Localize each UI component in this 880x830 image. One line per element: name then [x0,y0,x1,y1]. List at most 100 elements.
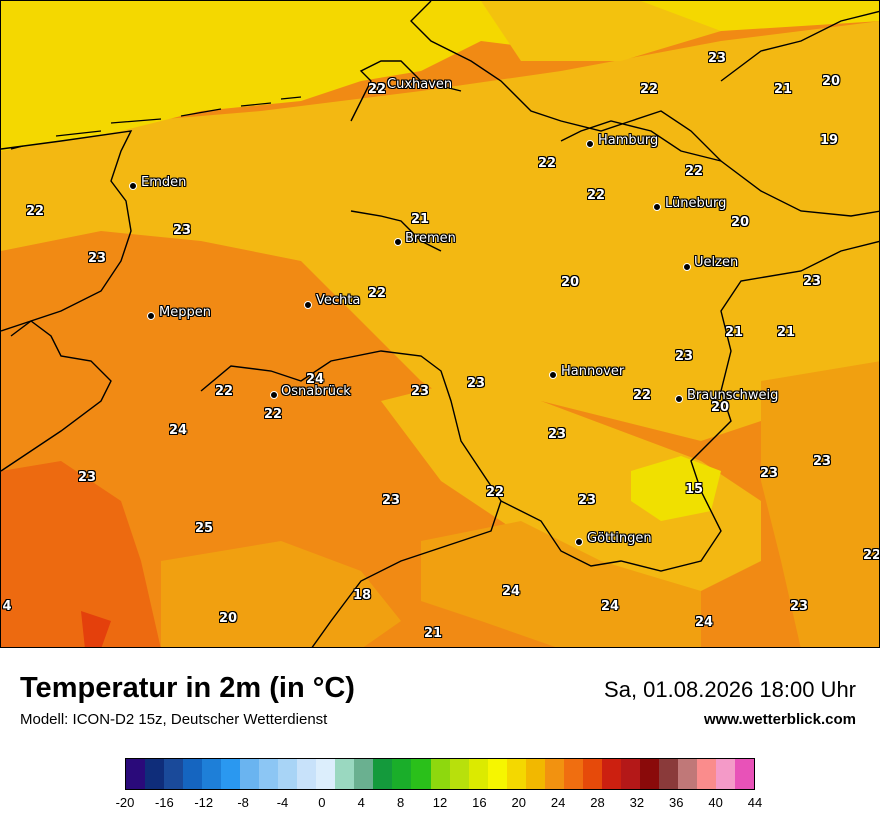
color-scale-tick-label: 12 [433,795,447,810]
color-scale-segment [392,759,411,789]
color-scale-tick-label: -4 [277,795,289,810]
color-scale-tick-label: 32 [630,795,644,810]
color-scale-segment [678,759,697,789]
temp-value: 22 [368,83,386,97]
color-scale-segment [335,759,354,789]
color-scale-segment [278,759,297,789]
color-scale-tick-label: 24 [551,795,565,810]
temp-value: 22 [863,549,880,563]
color-scale-tick-label: -20 [116,795,135,810]
color-scale-tick-label: 4 [358,795,365,810]
color-scale-segment [583,759,602,789]
color-scale-segment [164,759,183,789]
temp-value: 15 [685,483,703,497]
temp-value: 24 [601,600,619,614]
color-scale-tick-label: 8 [397,795,404,810]
temp-value: 22 [486,486,504,500]
color-scale-segment [735,759,754,789]
city-label-osnabrueck: Osnabrück [281,385,351,399]
city-dot-braunschweig [675,395,683,403]
city-label-meppen: Meppen [159,306,211,320]
color-scale-tick-label: 0 [318,795,325,810]
color-scale-segment [659,759,678,789]
color-scale-segment [373,759,392,789]
temp-value: 21 [774,83,792,97]
model-info: Modell: ICON-D2 15z, Deutscher Wetterdie… [20,711,327,728]
city-dot-goettingen [575,538,583,546]
temp-value: 22 [264,408,282,422]
color-scale-segment [621,759,640,789]
color-scale-segment [507,759,526,789]
color-scale-segment [697,759,716,789]
color-scale-segment [526,759,545,789]
city-dot-bremen [394,238,402,246]
color-scale-segment [126,759,145,789]
forecast-datetime: Sa, 01.08.2026 18:00 Uhr [604,677,856,703]
temp-value: 23 [382,494,400,508]
temp-value: 23 [411,385,429,399]
color-scale-tick-label: 20 [512,795,526,810]
temp-value: 21 [411,213,429,227]
temp-value: 21 [424,627,442,641]
temp-value: 20 [822,75,840,89]
temp-value: 23 [78,471,96,485]
temp-value: 23 [790,600,808,614]
city-label-bremen: Bremen [405,232,456,246]
map-canvas [1,1,880,648]
temp-value: 22 [26,205,44,219]
color-scale-segment [640,759,659,789]
color-scale-segment [716,759,735,789]
color-scale-segment [221,759,240,789]
source-link[interactable]: www.wetterblick.com [704,711,856,728]
color-scale-tick-label: -16 [155,795,174,810]
temp-value: 22 [685,165,703,179]
color-scale-segment [431,759,450,789]
color-scale-segment [354,759,373,789]
color-scale-tick-label: 16 [472,795,486,810]
temp-value: 24 [306,373,324,387]
temp-value: 21 [725,326,743,340]
color-scale-tick-label: -8 [237,795,249,810]
temp-value: 22 [368,287,386,301]
city-label-emden: Emden [141,176,186,190]
city-dot-hannover [549,371,557,379]
color-scale-segment [564,759,583,789]
city-label-goettingen: Göttingen [587,532,652,546]
city-dot-hamburg [586,140,594,148]
temp-value: 23 [708,52,726,66]
temp-value: 22 [215,385,233,399]
color-scale-segment [145,759,164,789]
city-label-hannover: Hannover [561,365,624,379]
color-scale-tick-label: -12 [194,795,213,810]
color-scale-segment [602,759,621,789]
color-scale-segment [488,759,507,789]
temp-value: 23 [760,467,778,481]
temp-value: 20 [219,612,237,626]
color-scale-segment [183,759,202,789]
color-scale-ticks: -20 -16 -12 -8 -4 0 4 8 12 16 20 24 28 32 36 40 44 [125,795,755,813]
color-scale-tick-label: 36 [669,795,683,810]
temp-value: 24 [502,585,520,599]
color-scale-segment [316,759,335,789]
city-dot-vechta [304,301,312,309]
temp-value: 18 [353,589,371,603]
color-scale-segment [202,759,221,789]
temp-value: 25 [195,522,213,536]
city-dot-emden [129,182,137,190]
temp-value: 23 [88,252,106,266]
temperature-map: Cuxhaven Hamburg Emden Lüneburg Bremen U… [0,0,880,648]
temp-value: 22 [538,157,556,171]
temp-value: 19 [820,134,838,148]
temp-value: 22 [587,189,605,203]
color-scale-tick-label: 44 [748,795,762,810]
city-dot-lueneburg [653,203,661,211]
city-label-hamburg: Hamburg [598,134,658,148]
city-dot-uelzen [683,263,691,271]
temp-value: 22 [640,83,658,97]
city-label-cuxhaven: Cuxhaven [387,78,452,92]
color-scale-segment [545,759,564,789]
color-scale-segment [450,759,469,789]
color-scale-tick-label: 28 [590,795,604,810]
temp-value: 20 [711,401,729,415]
temp-value: 4 [2,600,11,614]
